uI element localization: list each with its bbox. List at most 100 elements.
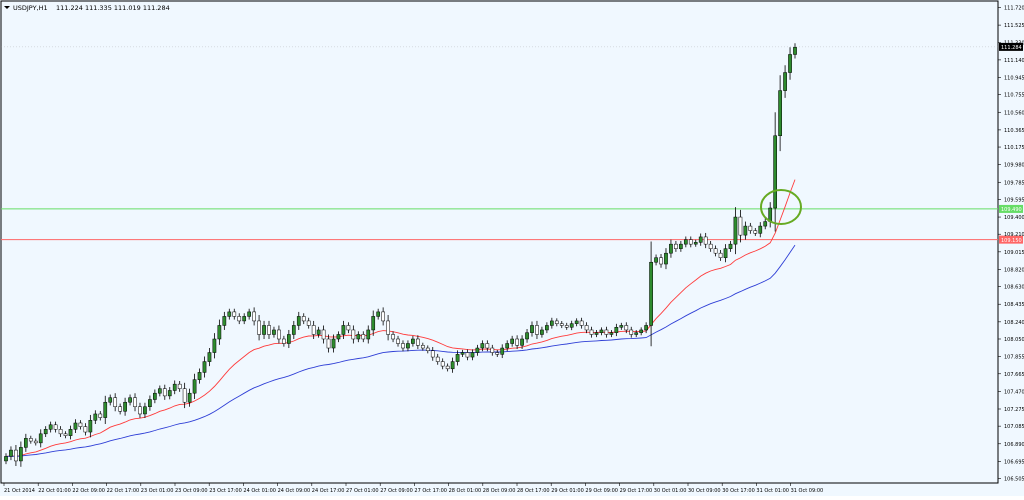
candle-body — [674, 243, 678, 249]
candle-body — [664, 252, 668, 265]
candle-body — [9, 449, 13, 457]
candle-body — [485, 343, 490, 349]
candle-body — [232, 311, 237, 317]
candle-body — [430, 350, 435, 358]
x-tick-label: 22 Oct 01:00 — [38, 488, 71, 494]
candle-body — [683, 239, 688, 245]
candle-body — [222, 316, 227, 326]
candle-body — [693, 242, 698, 245]
candle-body — [351, 329, 356, 340]
candle-body — [212, 338, 217, 353]
candle-body — [490, 347, 495, 353]
candle-body — [688, 239, 693, 245]
candle-body — [257, 320, 261, 335]
candle-body — [202, 361, 207, 373]
candle-body — [162, 388, 167, 397]
y-tick-label: 107.275 — [1004, 407, 1024, 413]
candle-body — [33, 440, 38, 444]
candle-body — [306, 320, 311, 326]
y-tick-label: 111.140 — [1004, 58, 1024, 64]
candle-body — [599, 329, 604, 333]
candle-body — [435, 356, 440, 362]
x-tick-label: 24 Oct 17:00 — [312, 488, 345, 494]
candle-body — [167, 390, 172, 397]
candle-body — [554, 320, 559, 324]
y-tick-label: 107.665 — [1004, 372, 1024, 378]
annotations: 111.284 — [1, 42, 1023, 225]
candle-body — [88, 420, 93, 433]
candle-body — [38, 433, 43, 444]
y-tick-label: 111.330 — [1004, 41, 1024, 47]
x-tick-label: 24 Oct 01:00 — [243, 488, 276, 494]
candle-body — [748, 225, 753, 231]
candle-body — [356, 334, 361, 340]
candle-body — [758, 225, 763, 234]
chart-frame — [0, 0, 999, 484]
candle-body — [480, 343, 485, 349]
candle-body — [763, 221, 768, 227]
plot-frame — [0, 0, 999, 484]
candle-body — [391, 334, 395, 340]
horizontal-lines: 109.490 109.150 — [1, 204, 1023, 244]
candle-body — [535, 325, 539, 335]
candle-body — [53, 424, 58, 430]
candle-body — [242, 316, 247, 322]
candle-body — [361, 334, 366, 340]
candle-body — [733, 216, 738, 245]
y-tick-label: 106.695 — [1004, 459, 1024, 465]
candle-body — [520, 338, 524, 346]
y-tick-label: 110.945 — [1004, 76, 1024, 82]
price-level-tag-label: 109.150 — [1001, 238, 1022, 244]
candle-body — [247, 311, 252, 317]
candle-body — [4, 456, 8, 462]
y-tick-label: 108.435 — [1004, 302, 1024, 308]
candle-body — [455, 354, 460, 362]
candle-body — [366, 329, 371, 340]
candle-body — [187, 392, 192, 403]
y-tick-label: 109.210 — [1004, 232, 1024, 238]
candle-body — [78, 422, 83, 427]
candle-body — [450, 361, 455, 370]
candle-body — [227, 311, 232, 317]
candle-body — [545, 325, 549, 331]
dropdown-triangle-icon[interactable] — [4, 6, 10, 9]
candle-body — [157, 388, 162, 394]
candle-body — [128, 397, 132, 403]
candle-body — [460, 352, 465, 355]
candle-body — [728, 243, 733, 249]
candle-body — [177, 383, 182, 389]
y-tick-label: 109.785 — [1004, 180, 1024, 186]
candle-body — [386, 320, 390, 335]
candle-body — [639, 329, 644, 333]
y-tick-label: 110.755 — [1004, 93, 1024, 99]
y-tick-label: 109.595 — [1004, 197, 1024, 203]
candle-body — [192, 379, 197, 394]
x-tick-label: 24 Oct 09:00 — [278, 488, 311, 494]
candle-body — [500, 347, 505, 355]
ma-slow-line — [5, 244, 796, 457]
candle-body — [783, 72, 787, 91]
y-tick-label: 107.470 — [1004, 389, 1024, 395]
candle-body — [788, 54, 792, 73]
current-price-tag — [999, 42, 1023, 51]
price-level-tag — [999, 204, 1023, 213]
x-tick-label: 27 Oct 09:00 — [380, 488, 413, 494]
y-tick-label: 109.015 — [1004, 250, 1024, 256]
x-tick-label: 23 Oct 01:00 — [141, 488, 174, 494]
candle-body — [113, 397, 118, 407]
candle-body — [713, 248, 718, 254]
y-tick-label: 108.050 — [1004, 337, 1024, 343]
x-tick-label: 23 Oct 09:00 — [175, 488, 208, 494]
candle-body — [341, 325, 346, 335]
candle-body — [267, 325, 271, 335]
candle-body — [207, 352, 212, 362]
candle-body — [331, 338, 336, 349]
candle-body — [237, 316, 242, 322]
x-tick-label: 27 Oct 01:00 — [346, 488, 379, 494]
y-tick-label: 106.890 — [1004, 442, 1024, 448]
candle-body — [43, 429, 48, 435]
x-tick-label: 29 Oct 09:00 — [585, 488, 618, 494]
candle-body — [48, 424, 53, 430]
